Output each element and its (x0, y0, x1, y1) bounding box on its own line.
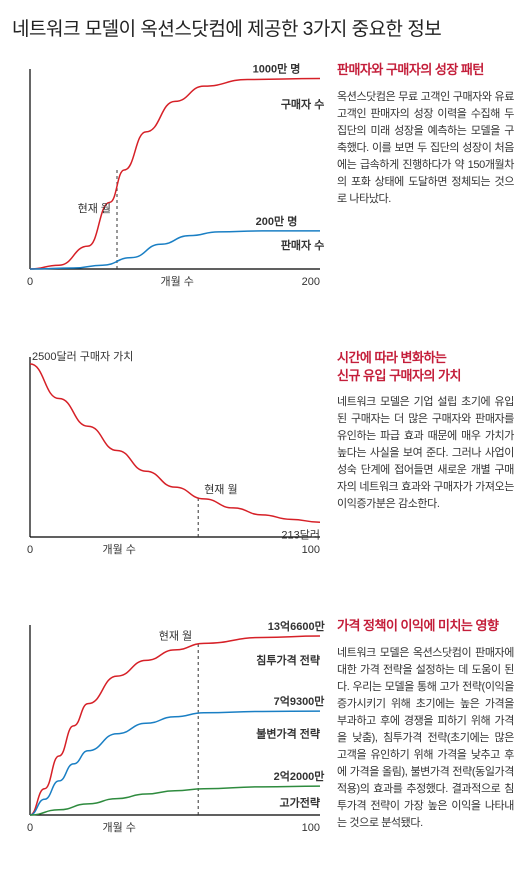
svg-text:2억2000만 달러: 2억2000만 달러 (274, 769, 327, 783)
section-body: 네트워크 모델은 기업 설립 초기에 유입된 구매자는 더 많은 구매자와 판매… (337, 394, 514, 513)
svg-text:0: 0 (27, 544, 33, 556)
section-body: 네트워크 모델은 옥션스닷컴이 판매자에 대한 가격 전략을 설정하는 데 도움… (337, 645, 514, 833)
section-title: 시간에 따라 변화하는 신규 유입 구매자의 가치 (337, 349, 514, 384)
svg-text:침투가격 전략: 침투가격 전략 (256, 653, 320, 667)
svg-text:2500달러 구매자 가치: 2500달러 구매자 가치 (32, 350, 133, 363)
svg-text:개월 수: 개월 수 (161, 275, 194, 288)
svg-text:13억6600만 달러: 13억6600만 달러 (268, 619, 327, 633)
svg-text:불변가격 전략: 불변가격 전략 (256, 726, 320, 740)
section-title: 가격 정책이 이익에 미치는 영향 (337, 617, 514, 635)
svg-text:현재 월: 현재 월 (78, 202, 111, 215)
svg-text:구매자 수: 구매자 수 (281, 97, 325, 111)
svg-text:200만 명: 200만 명 (256, 214, 298, 228)
svg-text:200: 200 (302, 276, 320, 288)
chart-value: 2500달러 구매자 가치 213달러 현재 월 0 개월 수 100 (12, 347, 327, 567)
chart-growth: 1000만 명구매자 수 200만 명판매자 수 현재 월 0 개월 수 200 (12, 59, 327, 299)
svg-text:213달러: 213달러 (281, 528, 320, 541)
svg-text:고가전략: 고가전략 (280, 796, 320, 810)
section-value: 2500달러 구매자 가치 213달러 현재 월 0 개월 수 100 시간에 따라 변화… (12, 347, 514, 567)
svg-text:0: 0 (27, 822, 33, 834)
section-growth: 1000만 명구매자 수 200만 명판매자 수 현재 월 0 개월 수 200 판매자와… (12, 59, 514, 299)
svg-text:1000만 명: 1000만 명 (253, 62, 301, 76)
svg-text:현재 월: 현재 월 (159, 629, 192, 642)
section-body: 옥션스닷컴은 무료 고객인 구매자와 유료 고객인 판매자의 성장 이력을 수집… (337, 89, 514, 208)
page-title: 네트워크 모델이 옥션스닷컴에 제공한 3가지 중요한 정보 (12, 14, 514, 41)
svg-text:100: 100 (302, 544, 320, 556)
svg-text:현재 월: 현재 월 (204, 483, 237, 496)
svg-text:7억9300만 달러: 7억9300만 달러 (274, 694, 327, 708)
svg-text:판매자 수: 판매자 수 (281, 238, 325, 252)
chart-pricing: 13억6600만 달러침투가격 전략 7억9300만 달러불변가격 전략 2억200… (12, 615, 327, 845)
svg-text:0: 0 (27, 276, 33, 288)
section-pricing: 13억6600만 달러침투가격 전략 7억9300만 달러불변가격 전략 2억200… (12, 615, 514, 845)
svg-text:개월 수: 개월 수 (103, 821, 136, 834)
section-title: 판매자와 구매자의 성장 패턴 (337, 61, 514, 79)
svg-text:100: 100 (302, 822, 320, 834)
svg-text:개월 수: 개월 수 (103, 543, 136, 556)
